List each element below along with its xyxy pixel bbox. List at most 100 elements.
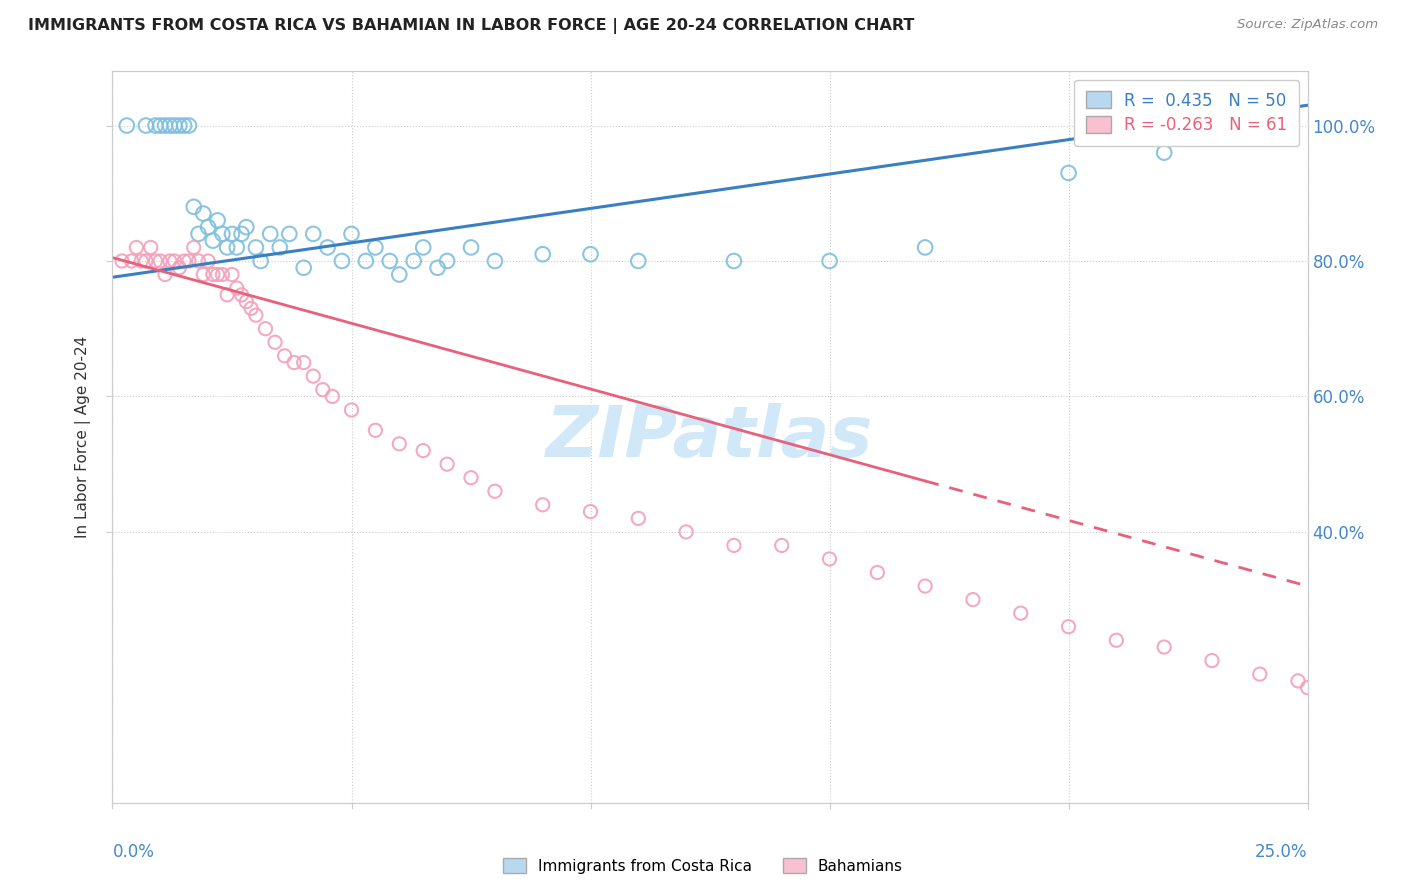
Point xyxy=(1249,667,1271,681)
Point xyxy=(723,538,745,552)
Point xyxy=(484,484,506,499)
Point xyxy=(484,254,506,268)
Point xyxy=(292,355,315,369)
Point xyxy=(217,288,239,302)
Point xyxy=(153,119,176,133)
Point xyxy=(207,213,229,227)
Point xyxy=(173,254,195,268)
Point xyxy=(354,254,377,268)
Point xyxy=(149,119,172,133)
Point xyxy=(177,119,200,133)
Point xyxy=(866,566,889,580)
Point xyxy=(245,240,267,254)
Point xyxy=(1153,640,1175,654)
Point xyxy=(193,268,215,282)
Point xyxy=(412,443,434,458)
Point xyxy=(187,227,209,241)
Point xyxy=(579,505,602,519)
Point xyxy=(177,254,200,268)
Point xyxy=(364,240,387,254)
Point xyxy=(1057,620,1080,634)
Point xyxy=(193,206,215,220)
Point xyxy=(159,119,181,133)
Point xyxy=(426,260,449,275)
Point xyxy=(1105,633,1128,648)
Point xyxy=(378,254,401,268)
Point xyxy=(225,240,247,254)
Point xyxy=(187,254,209,268)
Point xyxy=(531,247,554,261)
Point xyxy=(169,119,191,133)
Point xyxy=(163,254,186,268)
Point xyxy=(316,240,339,254)
Point xyxy=(121,254,143,268)
Point xyxy=(201,268,224,282)
Point xyxy=(1010,606,1032,620)
Point xyxy=(531,498,554,512)
Point xyxy=(139,240,162,254)
Point xyxy=(402,254,425,268)
Text: 0.0%: 0.0% xyxy=(112,843,155,861)
Point xyxy=(125,240,148,254)
Point xyxy=(135,254,157,268)
Text: IMMIGRANTS FROM COSTA RICA VS BAHAMIAN IN LABOR FORCE | AGE 20-24 CORRELATION CH: IMMIGRANTS FROM COSTA RICA VS BAHAMIAN I… xyxy=(28,18,914,34)
Point xyxy=(962,592,984,607)
Point xyxy=(412,240,434,254)
Point xyxy=(340,227,363,241)
Point xyxy=(460,240,482,254)
Point xyxy=(145,254,167,268)
Text: Source: ZipAtlas.com: Source: ZipAtlas.com xyxy=(1237,18,1378,31)
Point xyxy=(914,240,936,254)
Point xyxy=(273,349,295,363)
Point xyxy=(183,240,205,254)
Point xyxy=(145,119,167,133)
Point xyxy=(302,227,325,241)
Point xyxy=(460,471,482,485)
Point xyxy=(283,355,305,369)
Point xyxy=(115,119,138,133)
Point xyxy=(231,227,253,241)
Point xyxy=(675,524,697,539)
Point xyxy=(245,308,267,322)
Point xyxy=(388,437,411,451)
Legend: R =  0.435   N = 50, R = -0.263   N = 61: R = 0.435 N = 50, R = -0.263 N = 61 xyxy=(1074,79,1299,146)
Point xyxy=(1296,681,1319,695)
Point xyxy=(302,369,325,384)
Point xyxy=(364,423,387,437)
Point xyxy=(1286,673,1309,688)
Point xyxy=(197,254,219,268)
Point xyxy=(135,119,157,133)
Point xyxy=(197,220,219,235)
Legend: Immigrants from Costa Rica, Bahamians: Immigrants from Costa Rica, Bahamians xyxy=(496,852,910,880)
Point xyxy=(163,119,186,133)
Point xyxy=(207,268,229,282)
Y-axis label: In Labor Force | Age 20-24: In Labor Force | Age 20-24 xyxy=(75,336,91,538)
Point xyxy=(278,227,301,241)
Point xyxy=(183,200,205,214)
Point xyxy=(436,254,458,268)
Point xyxy=(235,220,257,235)
Point xyxy=(627,254,650,268)
Point xyxy=(254,322,277,336)
Point xyxy=(1153,145,1175,160)
Point xyxy=(914,579,936,593)
Point xyxy=(235,294,257,309)
Point xyxy=(723,254,745,268)
Point xyxy=(264,335,287,350)
Text: 25.0%: 25.0% xyxy=(1256,843,1308,861)
Point xyxy=(201,234,224,248)
Point xyxy=(1201,654,1223,668)
Point xyxy=(231,288,253,302)
Point xyxy=(259,227,281,241)
Point xyxy=(818,552,841,566)
Point xyxy=(111,254,134,268)
Point xyxy=(159,254,181,268)
Point xyxy=(330,254,353,268)
Point xyxy=(169,260,191,275)
Point xyxy=(221,227,243,241)
Point xyxy=(249,254,271,268)
Point xyxy=(211,268,233,282)
Point xyxy=(221,268,243,282)
Point xyxy=(312,383,335,397)
Point xyxy=(436,457,458,471)
